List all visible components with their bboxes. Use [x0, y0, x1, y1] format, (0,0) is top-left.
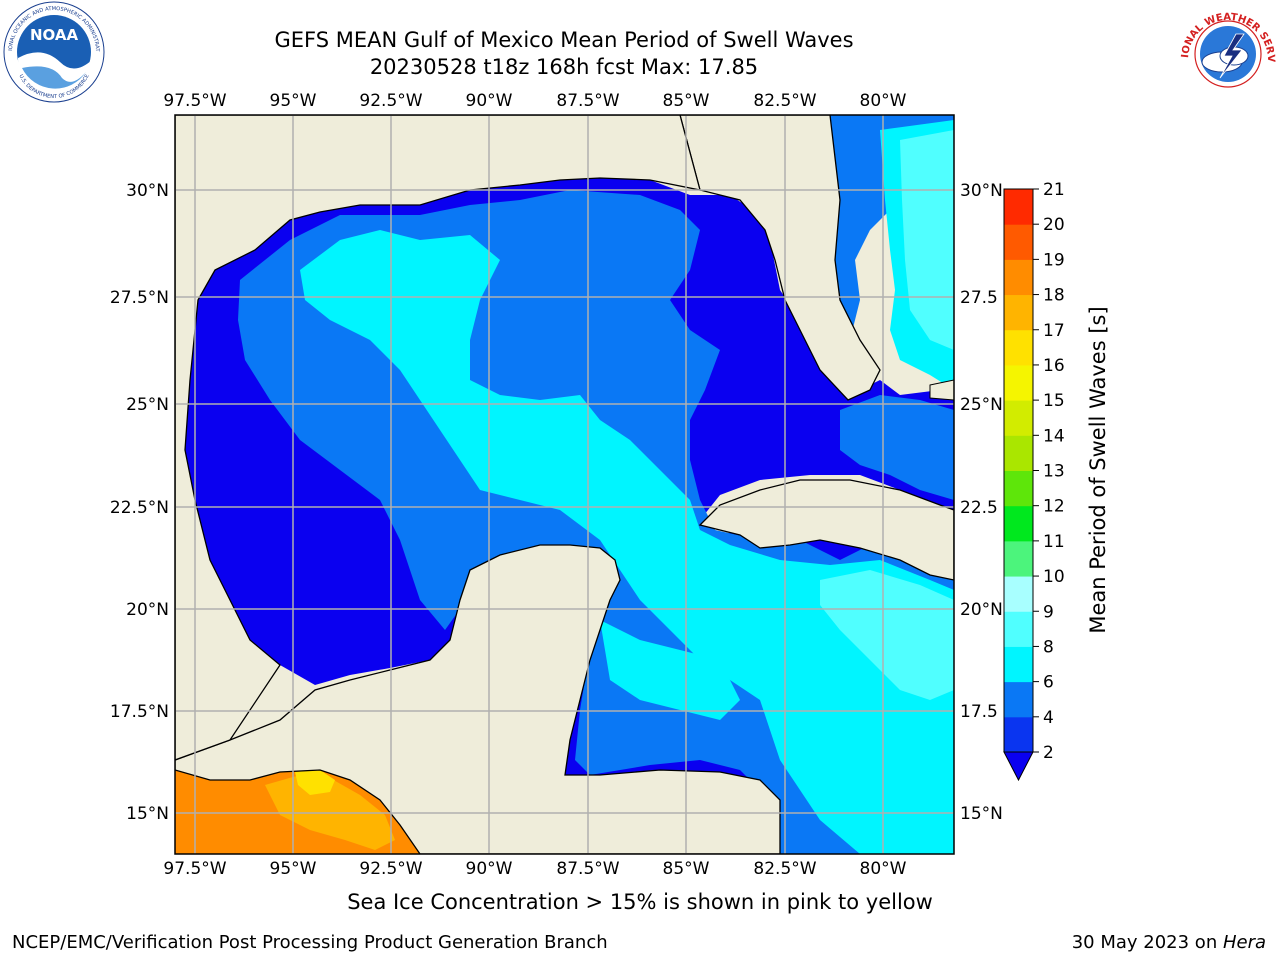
colorbar-segment [1004, 505, 1033, 542]
lat-label-left: 22.5°N [110, 498, 169, 518]
lat-label-right: 22.5 [960, 498, 998, 518]
colorbar-segment [1004, 189, 1033, 225]
lon-label-bottom: 85°W [663, 859, 710, 879]
us-coast-land [175, 115, 701, 761]
swell-contour-6-8s [820, 570, 954, 700]
lat-label-right: 30°N [960, 181, 1003, 201]
graticule [175, 115, 954, 854]
lon-label-top: 82.5°W [753, 91, 816, 111]
colorbar-tick-label: 12 [1043, 497, 1065, 517]
colorbar-segment [1004, 329, 1033, 366]
lon-label-top: 80°W [860, 91, 907, 111]
lon-label-top: 87.5°W [556, 91, 619, 111]
colorbar-segment [1004, 435, 1033, 471]
lon-label-bottom: 87.5°W [556, 859, 619, 879]
lon-label-top: 90°W [466, 91, 513, 111]
generation-date-text: 30 May 2023 on [1071, 932, 1223, 953]
lon-label-bottom: 92.5°W [359, 859, 422, 879]
colorbar-tick-label: 15 [1043, 391, 1065, 411]
lat-label-right: 15°N [960, 804, 1003, 824]
lon-label-top: 85°W [663, 91, 710, 111]
colorbar-label: Mean Period of Swell Waves [s] [1086, 306, 1110, 633]
noaa-logo: NOAA NATIONAL OCEANIC AND ATMOSPHERIC AD… [2, 0, 105, 103]
swell-contour-6-8s-east [900, 130, 954, 350]
lat-label-right: 27.5 [960, 288, 998, 308]
colorbar-tick-label: 10 [1043, 567, 1065, 587]
map-title: GEFS MEAN Gulf of Mexico Mean Period of … [274, 28, 854, 52]
lon-label-bottom: 90°W [466, 859, 513, 879]
colorbar-tick-label: 17 [1043, 321, 1065, 341]
colorbar-segment [1004, 681, 1033, 718]
producer-credit: NCEP/EMC/Verification Post Processing Pr… [12, 932, 608, 953]
colorbar-tick-label: 19 [1043, 250, 1065, 270]
colorbar-segment [1004, 224, 1033, 260]
colorbar-segment [1004, 470, 1033, 507]
swell-contour-2-4s-strait [840, 395, 954, 500]
colorbar-segment [1004, 540, 1033, 577]
colorbar-tick-label: 13 [1043, 462, 1065, 482]
colorbar-tick-label: 11 [1043, 532, 1065, 552]
colorbar-segment [1004, 364, 1033, 401]
swell-contour-4-6s-south [600, 620, 740, 720]
colorbar-tick-label: 2 [1043, 743, 1054, 763]
lon-label-bottom: 95°W [270, 859, 317, 879]
lat-label-left: 15°N [126, 804, 169, 824]
colorbar-tick-label: 6 [1043, 673, 1054, 693]
colorbar-segment [1004, 611, 1033, 647]
machine-name: Hera [1222, 932, 1266, 953]
lat-label-left: 27.5°N [110, 288, 169, 308]
lon-label-top: 95°W [270, 91, 317, 111]
colorbar-tick-label: 14 [1043, 426, 1065, 446]
colorbar-tick-label: 16 [1043, 356, 1065, 376]
noaa-logo-text: NOAA [30, 26, 79, 44]
colorbar-tick-label: 18 [1043, 286, 1065, 306]
colorbar-tick-label: 21 [1043, 180, 1065, 200]
lat-label-left: 30°N [126, 181, 169, 201]
lat-label-right: 25°N [960, 395, 1003, 415]
lon-label-bottom: 97.5°W [163, 859, 226, 879]
map-subtitle: 20230528 t18z 168h fcst Max: 17.85 [369, 55, 759, 79]
lon-label-bottom: 82.5°W [753, 859, 816, 879]
lat-label-left: 25°N [126, 395, 169, 415]
lon-label-top: 97.5°W [163, 91, 226, 111]
lon-label-bottom: 80°W [860, 859, 907, 879]
lon-label-top: 92.5°W [359, 91, 422, 111]
map-frame [174, 114, 955, 855]
colorbar-segment [1004, 294, 1033, 331]
lat-label-left: 20°N [126, 600, 169, 620]
colorbar-segment [1004, 646, 1033, 683]
colorbar-tick-label: 8 [1043, 637, 1054, 657]
cuba-land [698, 479, 954, 581]
florida-land [679, 115, 881, 401]
national-weather-service-logo: NATIONAL WEATHER SERVICE [1176, 0, 1277, 101]
generation-date: 30 May 2023 on Hera [1072, 932, 1266, 953]
sea-ice-note: Sea Ice Concentration > 15% is shown in … [347, 890, 933, 914]
colorbar-segment [1004, 259, 1033, 296]
lat-label-right: 20°N [960, 600, 1003, 620]
colorbar-segment [1004, 576, 1033, 612]
lat-label-left: 17.5°N [110, 702, 169, 722]
swell-contour-4-6s [300, 230, 954, 854]
colorbar-extension [1003, 751, 1034, 782]
colorbar-tick-label: 9 [1043, 602, 1054, 622]
colorbar-segment [1004, 716, 1033, 753]
colorbar-tick-label: 20 [1043, 215, 1065, 235]
pacific-swell-area-17s [295, 770, 335, 795]
colorbar-segment [1004, 400, 1033, 436]
yucatan-land [175, 544, 781, 854]
colorbar-tick-label: 4 [1043, 708, 1054, 728]
bahamas-land [929, 379, 954, 401]
colorbar: 2 4 6 8 9 10 11 12 13 14 15 16 17 18 19 20 21 [1003, 180, 1065, 782]
lat-label-right: 17.5 [960, 702, 998, 722]
